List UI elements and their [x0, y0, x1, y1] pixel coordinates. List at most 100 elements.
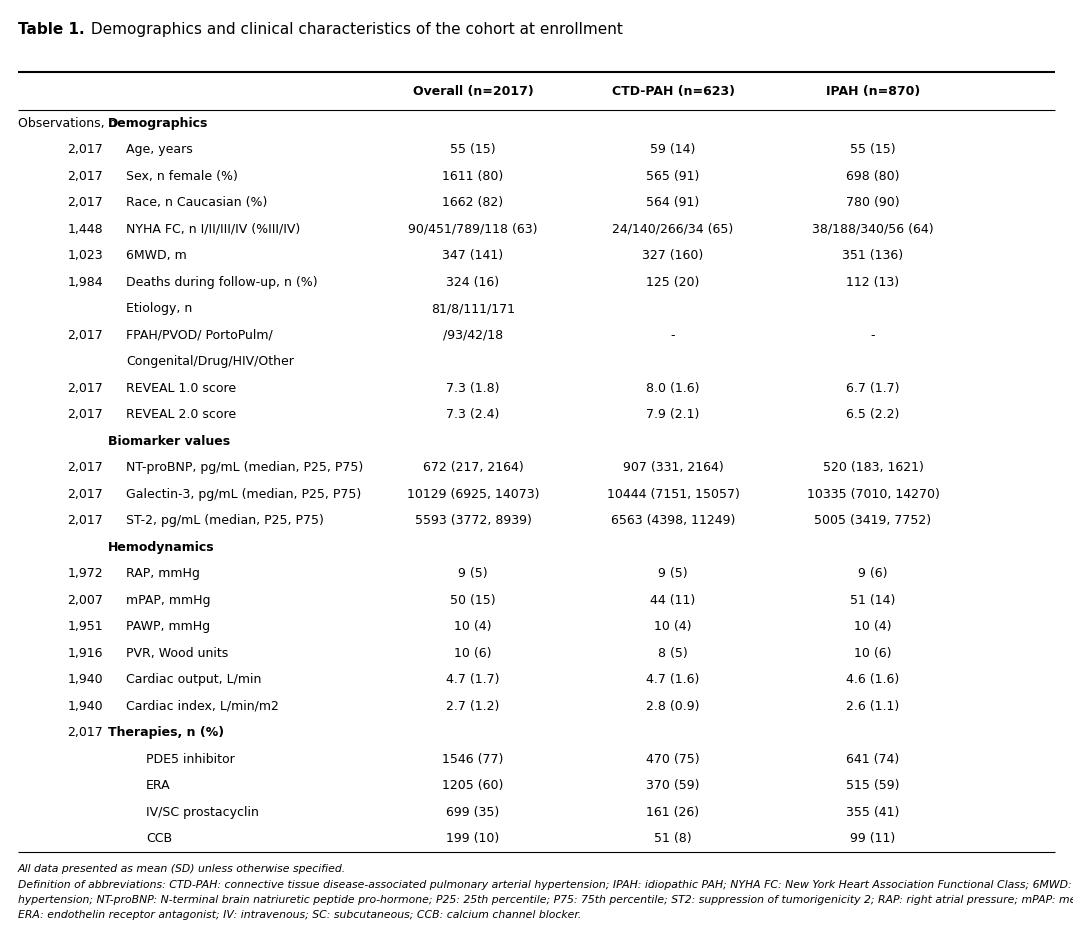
Text: PAWP, mmHg: PAWP, mmHg [126, 621, 210, 633]
Text: Definition of abbreviations: CTD-PAH: connective tissue disease-associated pulmo: Definition of abbreviations: CTD-PAH: co… [18, 880, 1073, 889]
Text: 4.7 (1.7): 4.7 (1.7) [446, 673, 500, 686]
Text: 1662 (82): 1662 (82) [442, 196, 503, 209]
Text: 698 (80): 698 (80) [847, 169, 900, 183]
Text: CTD-PAH (n=623): CTD-PAH (n=623) [612, 85, 735, 97]
Text: 672 (217, 2164): 672 (217, 2164) [423, 462, 524, 474]
Text: Therapies, n (%): Therapies, n (%) [108, 726, 224, 740]
Text: 520 (183, 1621): 520 (183, 1621) [823, 462, 924, 474]
Text: PDE5 inhibitor: PDE5 inhibitor [146, 753, 235, 765]
Text: 2.7 (1.2): 2.7 (1.2) [446, 700, 500, 713]
Text: 10 (6): 10 (6) [854, 646, 892, 660]
Text: ERA: endothelin receptor antagonist; IV: intravenous; SC: subcutaneous; CCB: cal: ERA: endothelin receptor antagonist; IV:… [18, 910, 582, 921]
Text: All data presented as mean (SD) unless otherwise specified.: All data presented as mean (SD) unless o… [18, 864, 347, 874]
Text: 4.7 (1.6): 4.7 (1.6) [646, 673, 700, 686]
Text: 10 (6): 10 (6) [454, 646, 491, 660]
Text: -: - [671, 328, 675, 342]
Text: 515 (59): 515 (59) [847, 780, 900, 792]
Text: mPAP, mmHg: mPAP, mmHg [126, 594, 210, 606]
Text: 1,984: 1,984 [68, 276, 103, 288]
Text: CCB: CCB [146, 832, 172, 845]
Text: 1205 (60): 1205 (60) [442, 780, 503, 792]
Text: 2,017: 2,017 [68, 487, 103, 501]
Text: 10129 (6925, 14073): 10129 (6925, 14073) [407, 487, 540, 501]
Text: RAP, mmHg: RAP, mmHg [126, 567, 200, 581]
Text: 59 (14): 59 (14) [650, 143, 695, 156]
Text: 55 (15): 55 (15) [451, 143, 496, 156]
Text: 199 (10): 199 (10) [446, 832, 500, 845]
Text: 81/8/111/171: 81/8/111/171 [431, 302, 515, 315]
Text: 2,017: 2,017 [68, 514, 103, 527]
Text: Congenital/Drug/HIV/Other: Congenital/Drug/HIV/Other [126, 355, 294, 368]
Text: 1,951: 1,951 [68, 621, 103, 633]
Text: 6MWD, m: 6MWD, m [126, 249, 187, 262]
Text: Overall (n=2017): Overall (n=2017) [413, 85, 533, 97]
Text: 5593 (3772, 8939): 5593 (3772, 8939) [414, 514, 531, 527]
Text: 1546 (77): 1546 (77) [442, 753, 503, 765]
Text: 565 (91): 565 (91) [646, 169, 700, 183]
Text: Deaths during follow-up, n (%): Deaths during follow-up, n (%) [126, 276, 318, 288]
Text: 1,940: 1,940 [68, 673, 103, 686]
Text: IPAH (n=870): IPAH (n=870) [826, 85, 921, 97]
Text: 7.3 (1.8): 7.3 (1.8) [446, 382, 500, 395]
Text: 10 (4): 10 (4) [854, 621, 892, 633]
Text: /93/42/18: /93/42/18 [443, 328, 503, 342]
Text: 5005 (3419, 7752): 5005 (3419, 7752) [814, 514, 931, 527]
Text: Race, n Caucasian (%): Race, n Caucasian (%) [126, 196, 267, 209]
Text: 9 (5): 9 (5) [658, 567, 688, 581]
Text: 1611 (80): 1611 (80) [442, 169, 503, 183]
Text: REVEAL 1.0 score: REVEAL 1.0 score [126, 382, 236, 395]
Text: 24/140/266/34 (65): 24/140/266/34 (65) [613, 223, 734, 236]
Text: 2,017: 2,017 [68, 726, 103, 740]
Text: 2,017: 2,017 [68, 143, 103, 156]
Text: Sex, n female (%): Sex, n female (%) [126, 169, 238, 183]
Text: IV/SC prostacyclin: IV/SC prostacyclin [146, 805, 259, 819]
Text: 2,017: 2,017 [68, 169, 103, 183]
Text: 55 (15): 55 (15) [850, 143, 896, 156]
Text: 780 (90): 780 (90) [847, 196, 900, 209]
Text: 7.9 (2.1): 7.9 (2.1) [646, 408, 700, 421]
Text: 112 (13): 112 (13) [847, 276, 899, 288]
Text: 347 (141): 347 (141) [442, 249, 503, 262]
Text: 2.8 (0.9): 2.8 (0.9) [646, 700, 700, 713]
Text: Demographics and clinical characteristics of the cohort at enrollment: Demographics and clinical characteristic… [86, 22, 622, 37]
Text: 10444 (7151, 15057): 10444 (7151, 15057) [606, 487, 739, 501]
Text: 8.0 (1.6): 8.0 (1.6) [646, 382, 700, 395]
Text: 370 (59): 370 (59) [646, 780, 700, 792]
Text: hypertension; NT-proBNP: N-terminal brain natriuretic peptide pro-hormone; P25: : hypertension; NT-proBNP: N-terminal brai… [18, 895, 1073, 905]
Text: 2,017: 2,017 [68, 328, 103, 342]
Text: FPAH/PVOD/ PortoPulm/: FPAH/PVOD/ PortoPulm/ [126, 328, 273, 342]
Text: Age, years: Age, years [126, 143, 193, 156]
Text: Observations, n: Observations, n [18, 117, 117, 129]
Text: 907 (331, 2164): 907 (331, 2164) [622, 462, 723, 474]
Text: 324 (16): 324 (16) [446, 276, 500, 288]
Text: 51 (14): 51 (14) [850, 594, 896, 606]
Text: 99 (11): 99 (11) [851, 832, 896, 845]
Text: 10 (4): 10 (4) [454, 621, 491, 633]
Text: Cardiac index, L/min/m2: Cardiac index, L/min/m2 [126, 700, 279, 713]
Text: 2,017: 2,017 [68, 462, 103, 474]
Text: 564 (91): 564 (91) [646, 196, 700, 209]
Text: 125 (20): 125 (20) [646, 276, 700, 288]
Text: 1,916: 1,916 [68, 646, 103, 660]
Text: Cardiac output, L/min: Cardiac output, L/min [126, 673, 262, 686]
Text: Biomarker values: Biomarker values [108, 435, 230, 447]
Text: 50 (15): 50 (15) [451, 594, 496, 606]
Text: 10 (4): 10 (4) [655, 621, 692, 633]
Text: 470 (75): 470 (75) [646, 753, 700, 765]
Text: 6.5 (2.2): 6.5 (2.2) [847, 408, 899, 421]
Text: 1,023: 1,023 [68, 249, 103, 262]
Text: Hemodynamics: Hemodynamics [108, 541, 215, 554]
Text: NYHA FC, n I/II/III/IV (%III/IV): NYHA FC, n I/II/III/IV (%III/IV) [126, 223, 300, 236]
Text: 6563 (4398, 11249): 6563 (4398, 11249) [611, 514, 735, 527]
Text: -: - [871, 328, 876, 342]
Text: 161 (26): 161 (26) [646, 805, 700, 819]
Text: 1,940: 1,940 [68, 700, 103, 713]
Text: PVR, Wood units: PVR, Wood units [126, 646, 229, 660]
Text: 1,448: 1,448 [68, 223, 103, 236]
Text: 44 (11): 44 (11) [650, 594, 695, 606]
Text: 1,972: 1,972 [68, 567, 103, 581]
Text: 351 (136): 351 (136) [842, 249, 903, 262]
Text: 2,017: 2,017 [68, 382, 103, 395]
Text: 7.3 (2.4): 7.3 (2.4) [446, 408, 500, 421]
Text: 2,017: 2,017 [68, 408, 103, 421]
